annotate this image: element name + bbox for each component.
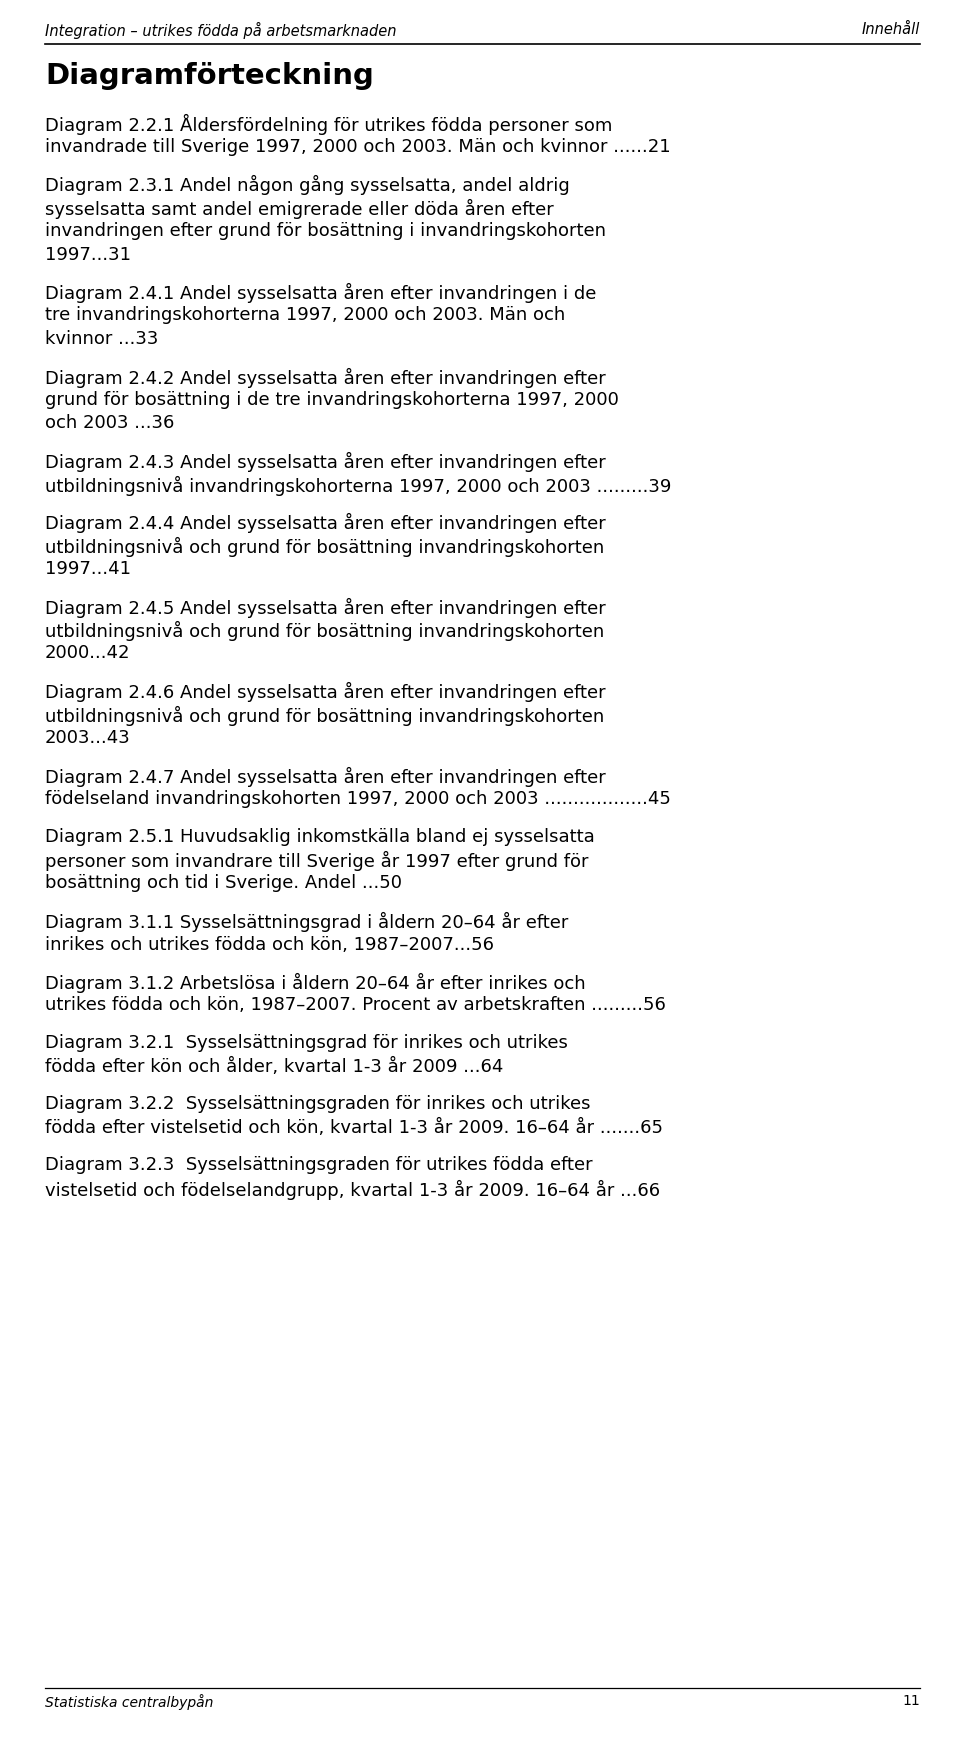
Text: födda efter kön och ålder, kvartal 1-3 år 2009 ...64: födda efter kön och ålder, kvartal 1-3 å…	[45, 1058, 503, 1076]
Text: utbildningsnivå och grund för bosättning invandringskohorten: utbildningsnivå och grund för bosättning…	[45, 705, 604, 726]
Text: utbildningsnivå invandringskohorterna 1997, 2000 och 2003 .........39: utbildningsnivå invandringskohorterna 19…	[45, 475, 671, 496]
Text: sysselsatta samt andel emigrerade eller döda åren efter: sysselsatta samt andel emigrerade eller …	[45, 199, 554, 218]
Text: inrikes och utrikes födda och kön, 1987–2007...56: inrikes och utrikes födda och kön, 1987–…	[45, 936, 494, 953]
Text: personer som invandrare till Sverige år 1997 efter grund för: personer som invandrare till Sverige år …	[45, 850, 588, 871]
Text: Diagram 2.3.1 Andel någon gång sysselsatta, andel aldrig: Diagram 2.3.1 Andel någon gång sysselsat…	[45, 175, 569, 196]
Text: kvinnor ...33: kvinnor ...33	[45, 330, 158, 347]
Text: 1997...41: 1997...41	[45, 560, 131, 578]
Text: Innehåll: Innehåll	[862, 23, 920, 37]
Text: Diagram 3.1.2 Arbetslösa i åldern 20–64 år efter inrikes och: Diagram 3.1.2 Arbetslösa i åldern 20–64 …	[45, 973, 586, 993]
Text: Diagram 3.1.1 Sysselsättningsgrad i åldern 20–64 år efter: Diagram 3.1.1 Sysselsättningsgrad i ålde…	[45, 911, 568, 932]
Text: invandringen efter grund för bosättning i invandringskohorten: invandringen efter grund för bosättning …	[45, 222, 606, 239]
Text: utbildningsnivå och grund för bosättning invandringskohorten: utbildningsnivå och grund för bosättning…	[45, 536, 604, 557]
Text: vistelsetid och födelselandgrupp, kvartal 1-3 år 2009. 16–64 år ...66: vistelsetid och födelselandgrupp, kvarta…	[45, 1180, 660, 1200]
Text: grund för bosättning i de tre invandringskohorterna 1997, 2000: grund för bosättning i de tre invandring…	[45, 391, 619, 409]
Text: utbildningsnivå och grund för bosättning invandringskohorten: utbildningsnivå och grund för bosättning…	[45, 622, 604, 641]
Text: Diagram 2.4.4 Andel sysselsatta åren efter invandringen efter: Diagram 2.4.4 Andel sysselsatta åren eft…	[45, 513, 606, 533]
Text: bosättning och tid i Sverige. Andel ...50: bosättning och tid i Sverige. Andel ...5…	[45, 875, 402, 892]
Text: invandrade till Sverige 1997, 2000 och 2003. Män och kvinnor ......21: invandrade till Sverige 1997, 2000 och 2…	[45, 138, 671, 155]
Text: födelseland invandringskohorten 1997, 2000 och 2003 ..................45: födelseland invandringskohorten 1997, 20…	[45, 789, 671, 808]
Text: Statistiska centralbyрån: Statistiska centralbyрån	[45, 1694, 213, 1709]
Text: 1997...31: 1997...31	[45, 246, 131, 264]
Text: 2003...43: 2003...43	[45, 730, 131, 747]
Text: Diagram 2.4.6 Andel sysselsatta åren efter invandringen efter: Diagram 2.4.6 Andel sysselsatta åren eft…	[45, 683, 606, 702]
Text: Diagram 3.2.2  Sysselsättningsgraden för inrikes och utrikes: Diagram 3.2.2 Sysselsättningsgraden för …	[45, 1095, 590, 1112]
Text: 2000...42: 2000...42	[45, 644, 131, 662]
Text: födda efter vistelsetid och kön, kvartal 1-3 år 2009. 16–64 år .......65: födda efter vistelsetid och kön, kvartal…	[45, 1119, 663, 1137]
Text: Diagram 2.2.1 Åldersfördelning för utrikes födda personer som: Diagram 2.2.1 Åldersfördelning för utrik…	[45, 113, 612, 134]
Text: Diagram 2.4.1 Andel sysselsatta åren efter invandringen i de: Diagram 2.4.1 Andel sysselsatta åren eft…	[45, 283, 596, 304]
Text: och 2003 ...36: och 2003 ...36	[45, 414, 175, 433]
Text: Integration – utrikes födda på arbetsmarknaden: Integration – utrikes födda på arbetsmar…	[45, 23, 396, 38]
Text: Diagram 2.5.1 Huvudsaklig inkomstkälla bland ej sysselsatta: Diagram 2.5.1 Huvudsaklig inkomstkälla b…	[45, 828, 595, 845]
Text: Diagram 2.4.2 Andel sysselsatta åren efter invandringen efter: Diagram 2.4.2 Andel sysselsatta åren eft…	[45, 367, 606, 388]
Text: utrikes födda och kön, 1987–2007. Procent av arbetskraften .........56: utrikes födda och kön, 1987–2007. Procen…	[45, 997, 666, 1014]
Text: Diagramförteckning: Diagramförteckning	[45, 63, 373, 91]
Text: Diagram 2.4.3 Andel sysselsatta åren efter invandringen efter: Diagram 2.4.3 Andel sysselsatta åren eft…	[45, 452, 606, 471]
Text: tre invandringskohorterna 1997, 2000 och 2003. Män och: tre invandringskohorterna 1997, 2000 och…	[45, 307, 565, 325]
Text: 11: 11	[902, 1694, 920, 1708]
Text: Diagram 3.2.3  Sysselsättningsgraden för utrikes födda efter: Diagram 3.2.3 Sysselsättningsgraden för …	[45, 1156, 592, 1173]
Text: Diagram 3.2.1  Sysselsättningsgrad för inrikes och utrikes: Diagram 3.2.1 Sysselsättningsgrad för in…	[45, 1034, 568, 1053]
Text: Diagram 2.4.5 Andel sysselsatta åren efter invandringen efter: Diagram 2.4.5 Andel sysselsatta åren eft…	[45, 597, 606, 618]
Text: Diagram 2.4.7 Andel sysselsatta åren efter invandringen efter: Diagram 2.4.7 Andel sysselsatta åren eft…	[45, 766, 606, 787]
